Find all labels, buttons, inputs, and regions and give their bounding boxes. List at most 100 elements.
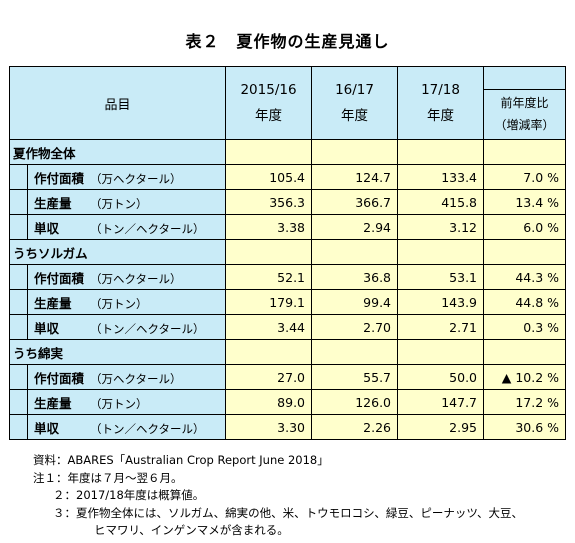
change-cell: 0.3 %	[483, 314, 567, 340]
row-unit: （万トン）	[90, 296, 148, 311]
table-row: 単収 （トン／ヘクタール） 3.44 2.70 2.71 0.3 %	[9, 314, 567, 340]
footnotes: 資料：ABARES「Australian Crop Report June 20…	[33, 452, 523, 540]
value-cell: 89.0	[225, 389, 313, 415]
table-row: 生産量 （万トン） 356.3 366.7 415.8 13.4 %	[9, 189, 567, 215]
row-unit: （トン／ヘクタール）	[90, 221, 205, 236]
group-row: 夏作物全体	[8, 139, 567, 165]
value-cell: 3.30	[225, 414, 313, 440]
row-label: 作付面積 （万ヘクタール）	[26, 164, 227, 190]
row-label: 単収 （トン／ヘクタール）	[26, 314, 227, 340]
row-label: 作付面積 （万ヘクタール）	[26, 364, 227, 390]
table-row: 作付面積 （万ヘクタール） 27.0 55.7 50.0 ▲ 10.2 %	[9, 364, 567, 390]
row-name: 単収	[34, 320, 60, 336]
header-change: 前年度比 （増減率）	[483, 66, 567, 140]
value-cell: 3.12	[397, 214, 485, 240]
row-name: 生産量	[34, 295, 72, 311]
change-cell: 17.2 %	[483, 389, 567, 415]
row-unit: （万ヘクタール）	[90, 371, 182, 386]
header-item: 品目	[8, 66, 227, 140]
table-header-row: 品目 2015/16 年度 16/17 年度 17/18 年度 前年度比 （増減…	[8, 66, 567, 140]
footnote-3-cont: ヒマワリ、インゲンマメが含まれる。	[94, 523, 289, 537]
value-cell: 3.38	[225, 214, 313, 240]
row-label: 作付面積 （万ヘクタール）	[26, 264, 227, 290]
group-label: うち綿実	[8, 339, 227, 365]
value-cell: 2.70	[311, 314, 399, 340]
value-cell: 52.1	[225, 264, 313, 290]
header-year-label: 16/17	[335, 82, 374, 98]
value-cell: 133.4	[397, 164, 485, 190]
row-unit: （トン／ヘクタール）	[90, 321, 205, 336]
value-cell: 356.3	[225, 189, 313, 215]
table-row: 生産量 （万トン） 89.0 126.0 147.7 17.2 %	[9, 389, 567, 415]
row-name: 生産量	[34, 395, 72, 411]
value-cell: 27.0	[225, 364, 313, 390]
row-label: 単収 （トン／ヘクタール）	[26, 414, 227, 440]
change-cell: 7.0 %	[483, 164, 567, 190]
row-label: 単収 （トン／ヘクタール）	[26, 214, 227, 240]
value-cell: 2.94	[311, 214, 399, 240]
value-cell: 366.7	[311, 189, 399, 215]
change-cell: 6.0 %	[483, 214, 567, 240]
value-cell: 2.71	[397, 314, 485, 340]
group-row: うち綿実	[8, 339, 567, 365]
row-unit: （トン／ヘクタール）	[90, 421, 205, 436]
row-label: 生産量 （万トン）	[26, 289, 227, 315]
row-unit: （万トン）	[90, 196, 148, 211]
table-row: 作付面積 （万ヘクタール） 105.4 124.7 133.4 7.0 %	[9, 164, 567, 190]
header-year-2016: 16/17 年度	[311, 66, 399, 140]
row-name: 生産量	[34, 195, 72, 211]
table-row: 作付面積 （万ヘクタール） 52.1 36.8 53.1 44.3 %	[9, 264, 567, 290]
row-unit: （万トン）	[90, 396, 148, 411]
table-row: 生産量 （万トン） 179.1 99.4 143.9 44.8 %	[9, 289, 567, 315]
row-name: 作付面積	[34, 170, 85, 186]
header-year-label: 2015/16	[240, 82, 297, 98]
change-cell: 44.3 %	[483, 264, 567, 290]
row-unit: （万ヘクタール）	[90, 271, 182, 286]
header-year-unit: 年度	[427, 108, 455, 124]
page-title: 表２ 夏作物の生産見通し	[185, 32, 390, 51]
change-cell: ▲ 10.2 %	[483, 364, 567, 390]
header-year-unit: 年度	[341, 108, 369, 124]
row-unit: （万ヘクタール）	[90, 171, 182, 186]
footnote-3: ３：夏作物全体には、ソルガム、綿実の他、米、トウモロコシ、緑豆、ピーナッツ、大豆…	[53, 505, 523, 520]
group-label: 夏作物全体	[8, 139, 227, 165]
header-change-label: 前年度比	[500, 96, 549, 110]
row-name: 作付面積	[34, 370, 85, 386]
value-cell: 124.7	[311, 164, 399, 190]
value-cell: 53.1	[397, 264, 485, 290]
group-label: うちソルガム	[8, 239, 227, 265]
value-cell: 3.44	[225, 314, 313, 340]
row-name: 単収	[34, 420, 60, 436]
row-name: 単収	[34, 220, 60, 236]
value-cell: 99.4	[311, 289, 399, 315]
footnote-2: ２：2017/18年度は概算値。	[53, 488, 205, 502]
value-cell: 2.95	[397, 414, 485, 440]
row-name: 作付面積	[34, 270, 85, 286]
value-cell: 2.26	[311, 414, 399, 440]
footnote-1: 注１：年度は７月～翌６月。	[33, 470, 183, 485]
crop-outlook-table: 品目 2015/16 年度 16/17 年度 17/18 年度 前年度比 （増減…	[8, 66, 567, 440]
change-cell: 13.4 %	[483, 189, 567, 215]
table-row: 単収 （トン／ヘクタール） 3.30 2.26 2.95 30.6 %	[9, 414, 567, 440]
value-cell: 105.4	[225, 164, 313, 190]
table-row: 単収 （トン／ヘクタール） 3.38 2.94 3.12 6.0 %	[9, 214, 567, 240]
header-year-2015: 2015/16 年度	[225, 66, 313, 140]
header-year-label: 17/18	[421, 82, 460, 98]
header-year-2017: 17/18 年度	[397, 66, 485, 140]
change-cell: 30.6 %	[483, 414, 567, 440]
header-year-unit: 年度	[255, 108, 283, 124]
header-change-sub: （増減率）	[494, 118, 555, 132]
source-note: 資料：ABARES「Australian Crop Report June 20…	[33, 453, 329, 467]
row-label: 生産量 （万トン）	[26, 189, 227, 215]
value-cell: 143.9	[397, 289, 485, 315]
change-cell: 44.8 %	[483, 289, 567, 315]
value-cell: 50.0	[397, 364, 485, 390]
group-row: うちソルガム	[8, 239, 567, 265]
value-cell: 126.0	[311, 389, 399, 415]
row-label: 生産量 （万トン）	[26, 389, 227, 415]
value-cell: 415.8	[397, 189, 485, 215]
value-cell: 147.7	[397, 389, 485, 415]
value-cell: 179.1	[225, 289, 313, 315]
value-cell: 55.7	[311, 364, 399, 390]
value-cell: 36.8	[311, 264, 399, 290]
